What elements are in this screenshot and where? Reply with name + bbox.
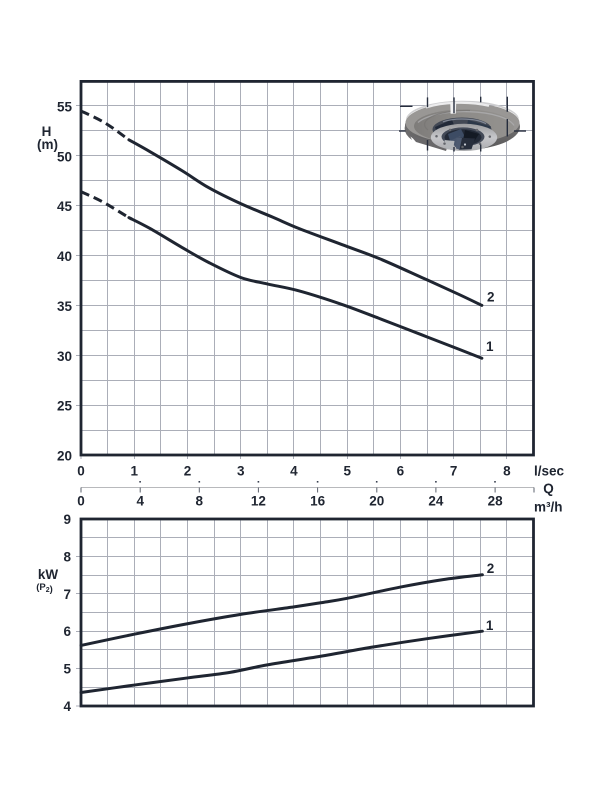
svg-text:5: 5 xyxy=(343,464,351,479)
svg-text:(P2): (P2) xyxy=(36,582,53,595)
svg-text:7: 7 xyxy=(63,587,71,602)
svg-text:24: 24 xyxy=(428,494,444,509)
svg-text:2: 2 xyxy=(487,290,495,305)
svg-text:l/sec: l/sec xyxy=(534,464,565,479)
svg-text:0: 0 xyxy=(77,494,85,509)
svg-text:6: 6 xyxy=(397,464,405,479)
svg-text:1: 1 xyxy=(486,618,494,633)
svg-text:0: 0 xyxy=(77,464,85,479)
svg-text:16: 16 xyxy=(310,494,326,509)
svg-text:50: 50 xyxy=(57,149,72,164)
svg-text:2: 2 xyxy=(184,464,192,479)
svg-text:20: 20 xyxy=(369,494,384,509)
svg-text:m³/h: m³/h xyxy=(534,500,563,515)
svg-text:45: 45 xyxy=(57,199,73,214)
svg-text:40: 40 xyxy=(57,249,72,264)
svg-text:12: 12 xyxy=(251,494,266,509)
svg-text:1: 1 xyxy=(486,339,494,354)
svg-text:H: H xyxy=(42,124,52,139)
svg-text:Q: Q xyxy=(543,481,554,496)
svg-text:20: 20 xyxy=(57,449,72,464)
svg-text:28: 28 xyxy=(488,494,504,509)
svg-text:(m): (m) xyxy=(37,137,58,152)
svg-text:8: 8 xyxy=(503,464,511,479)
svg-text:kW: kW xyxy=(38,567,59,582)
svg-text:8: 8 xyxy=(196,494,204,509)
svg-text:30: 30 xyxy=(57,349,72,364)
svg-text:9: 9 xyxy=(63,512,71,527)
svg-text:1: 1 xyxy=(130,464,138,479)
svg-text:6: 6 xyxy=(63,624,71,639)
svg-text:5: 5 xyxy=(63,662,71,677)
svg-text:25: 25 xyxy=(57,399,73,414)
svg-text:4: 4 xyxy=(290,464,298,479)
svg-text:35: 35 xyxy=(57,299,73,314)
svg-text:3: 3 xyxy=(237,464,245,479)
svg-text:55: 55 xyxy=(57,99,73,114)
svg-text:7: 7 xyxy=(450,464,458,479)
svg-text:4: 4 xyxy=(136,494,144,509)
svg-text:4: 4 xyxy=(63,699,71,714)
svg-text:2: 2 xyxy=(487,561,495,576)
svg-text:8: 8 xyxy=(63,549,71,564)
